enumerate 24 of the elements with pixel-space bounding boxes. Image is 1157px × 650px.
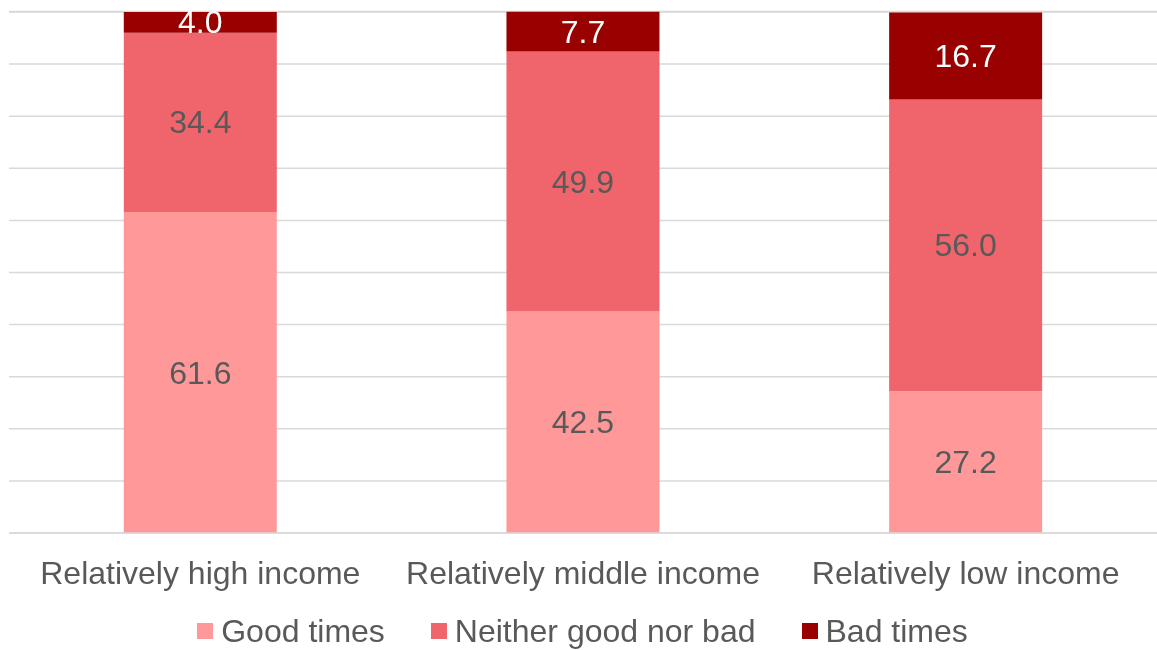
data-label: 16.7 [934, 38, 997, 75]
bar [889, 391, 1043, 533]
x-tick-label: Relatively middle income [406, 554, 760, 591]
bar [123, 32, 277, 213]
data-label: 42.5 [551, 404, 615, 441]
bar [889, 12, 1043, 100]
bar [123, 212, 277, 533]
x-tick-label: Relatively high income [40, 554, 361, 591]
legend-label: Bad times [825, 613, 968, 649]
data-label: 4.0 [178, 4, 223, 41]
legend-label: Good times [221, 613, 385, 649]
bar [506, 51, 660, 312]
data-label: 27.2 [934, 444, 997, 481]
data-label: 49.9 [551, 163, 615, 200]
data-label: 56.0 [934, 227, 997, 264]
x-tick-label: Relatively low income [811, 554, 1120, 591]
bar [506, 11, 660, 52]
bar [506, 311, 660, 533]
data-label: 34.4 [169, 104, 232, 141]
bar [123, 12, 277, 33]
legend-label: Neither good nor bad [454, 613, 756, 649]
data-label: 7.7 [560, 13, 606, 50]
data-label: 61.6 [169, 354, 232, 391]
bar [889, 99, 1043, 392]
